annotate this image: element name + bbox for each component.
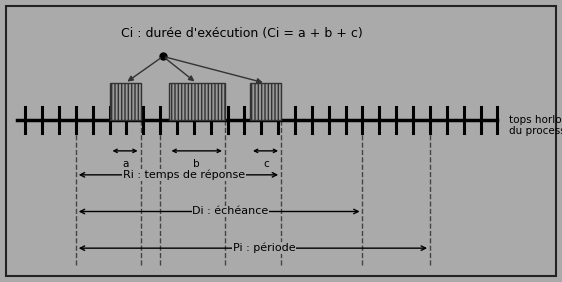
Bar: [250, 83, 281, 120]
Bar: [169, 83, 225, 120]
Text: tops horloge
du processeur: tops horloge du processeur: [509, 115, 562, 136]
Text: Di : échéance: Di : échéance: [192, 206, 269, 217]
Bar: [110, 83, 140, 120]
Text: a: a: [122, 159, 129, 169]
Text: b: b: [193, 159, 200, 169]
Text: Ri : temps de réponse: Ri : temps de réponse: [123, 169, 245, 180]
Text: c: c: [263, 159, 269, 169]
Text: Pi : période: Pi : période: [233, 243, 296, 254]
Text: Ci : durée d'exécution (Ci = a + b + c): Ci : durée d'exécution (Ci = a + b + c): [121, 27, 362, 40]
